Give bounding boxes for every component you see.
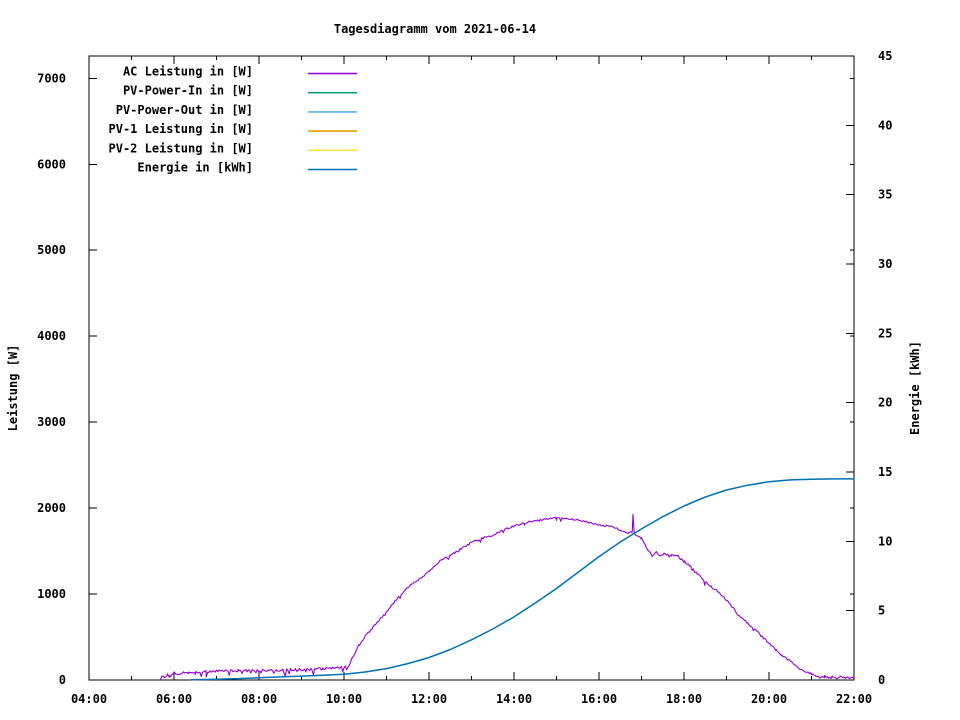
- legend-item: Energie in [kWh]: [137, 161, 357, 175]
- y-right-tick-label: 5: [878, 604, 885, 618]
- x-tick-label: 08:00: [241, 692, 277, 706]
- legend-label: PV-Power-In in [W]: [123, 84, 253, 98]
- legend-item: PV-Power-Out in [W]: [116, 103, 357, 117]
- legend-label: PV-Power-Out in [W]: [116, 103, 253, 117]
- legend-label: Energie in [kWh]: [137, 161, 253, 175]
- x-tick-label: 22:00: [836, 692, 872, 706]
- legend-item: PV-1 Leistung in [W]: [109, 122, 357, 136]
- x-tick-label: 12:00: [411, 692, 447, 706]
- y-left-tick-label: 6000: [37, 157, 66, 171]
- y-left-tick-label: 2000: [37, 501, 66, 515]
- y-left-tick-label: 1000: [37, 587, 66, 601]
- x-tick-label: 20:00: [751, 692, 787, 706]
- x-tick-label: 18:00: [666, 692, 702, 706]
- chart-title: Tagesdiagramm vom 2021-06-14: [334, 22, 536, 36]
- axes: 04:00 06:00 08:00 10:00 12:00 14:00 16:00 18:00…: [37, 49, 892, 706]
- legend-item: AC Leistung in [W]: [123, 65, 357, 79]
- y-right-tick-label: 25: [878, 326, 892, 340]
- y-right-tick-label: 30: [878, 257, 892, 271]
- y-right-tick-label: 10: [878, 534, 892, 548]
- x-tick-label: 04:00: [71, 692, 107, 706]
- y-left-tick-label: 4000: [37, 329, 66, 343]
- y-right-tick-label: 45: [878, 49, 892, 63]
- y-left-tick-label: 5000: [37, 243, 66, 257]
- y-right-tick-label: 40: [878, 118, 892, 132]
- legend-label: PV-2 Leistung in [W]: [109, 141, 254, 155]
- legend-item: PV-2 Leistung in [W]: [109, 141, 357, 155]
- y-right-tick-label: 20: [878, 396, 892, 410]
- series-line-ac-leistung-in-w-: [159, 513, 855, 681]
- y-left-tick-label: 3000: [37, 415, 66, 429]
- x-tick-label: 10:00: [326, 692, 362, 706]
- x-tick-label: 14:00: [496, 692, 532, 706]
- y-left-tick-label: 7000: [37, 71, 66, 85]
- y-right-tick-label: 15: [878, 465, 892, 479]
- plot-series: [159, 478, 855, 681]
- legend: AC Leistung in [W] PV-Power-In in [W] PV-P…: [109, 65, 357, 175]
- y-left-tick-label: 0: [59, 673, 66, 687]
- y-left-axis-title: Leistung [W]: [6, 345, 20, 432]
- y-right-axis-title: Energie [kWh]: [908, 341, 922, 435]
- x-tick-label: 16:00: [581, 692, 617, 706]
- x-tick-label: 06:00: [156, 692, 192, 706]
- series-line-energie-in-kwh-: [190, 478, 854, 681]
- y-right-tick-label: 35: [878, 188, 892, 202]
- legend-label: PV-1 Leistung in [W]: [109, 122, 254, 136]
- y-right-tick-label: 0: [878, 673, 885, 687]
- legend-label: AC Leistung in [W]: [123, 65, 253, 79]
- legend-item: PV-Power-In in [W]: [123, 84, 357, 98]
